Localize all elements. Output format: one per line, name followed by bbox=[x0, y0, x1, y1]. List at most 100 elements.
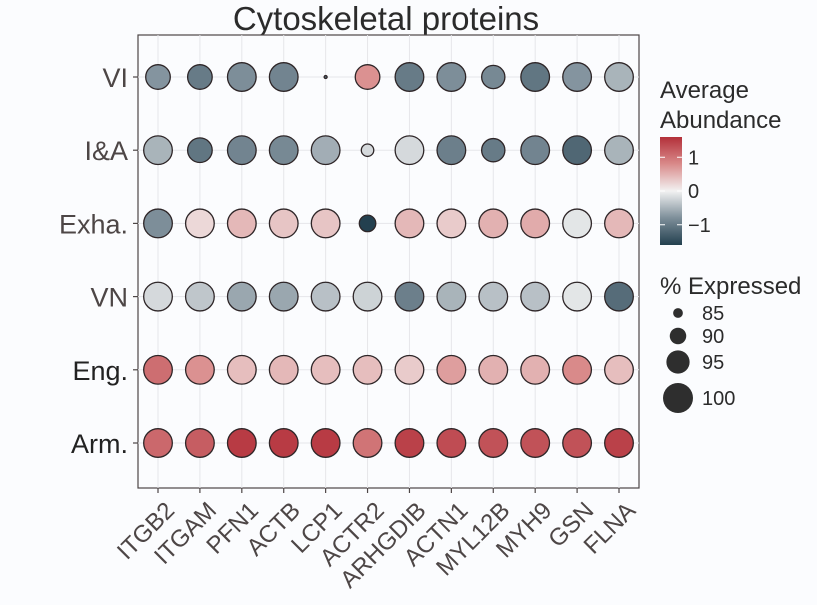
dot bbox=[520, 62, 551, 92]
dot bbox=[604, 428, 634, 458]
colorbar-tick-label: −1 bbox=[688, 215, 711, 237]
dot bbox=[480, 137, 506, 163]
dot bbox=[562, 354, 593, 385]
y-axis: VI I&A Exha. VN Eng. Arm. bbox=[59, 63, 138, 459]
size-legend-key bbox=[663, 383, 693, 413]
dot bbox=[143, 281, 173, 312]
dot bbox=[268, 354, 299, 385]
dot bbox=[310, 135, 341, 166]
color-legend: Average Abundance 1 0 −1 bbox=[660, 77, 781, 245]
size-legend-label: 85 bbox=[702, 303, 724, 325]
dot bbox=[436, 62, 467, 92]
dot bbox=[143, 354, 173, 385]
dot bbox=[478, 208, 509, 239]
y-tick-label: VN bbox=[90, 283, 128, 313]
y-tick-label: Exha. bbox=[59, 209, 128, 239]
dot bbox=[268, 281, 299, 312]
colorbar-ticks: 1 0 −1 bbox=[660, 147, 711, 237]
dot bbox=[520, 281, 551, 312]
dot bbox=[562, 428, 593, 458]
y-tick-label: Arm. bbox=[71, 429, 128, 459]
dot bbox=[186, 137, 213, 164]
size-legend-title: % Expressed bbox=[660, 273, 801, 300]
dot bbox=[354, 64, 381, 90]
dot bbox=[143, 135, 173, 166]
dot bbox=[352, 281, 383, 312]
y-tick-label: I&A bbox=[84, 136, 128, 166]
dot bbox=[604, 135, 634, 166]
dot bbox=[268, 135, 299, 166]
panel-border bbox=[137, 34, 640, 489]
dot bbox=[394, 135, 425, 166]
dot bbox=[226, 135, 257, 166]
dot bbox=[358, 214, 377, 233]
size-legend-label: 100 bbox=[702, 388, 735, 410]
dot bbox=[562, 62, 593, 92]
dot bbox=[143, 428, 173, 458]
dot bbox=[184, 208, 215, 239]
dot bbox=[520, 354, 551, 385]
dot bbox=[436, 281, 467, 312]
dot bbox=[226, 62, 257, 92]
dot bbox=[226, 354, 257, 385]
size-legend-key bbox=[673, 308, 683, 318]
dot bbox=[562, 208, 593, 239]
dot bbox=[323, 74, 328, 80]
dot bbox=[184, 354, 215, 385]
dot bbox=[604, 208, 634, 239]
dot bbox=[352, 428, 383, 458]
dot bbox=[145, 64, 171, 90]
dot bbox=[226, 281, 257, 312]
x-axis: ITGB2ITGAMPFN1ACTBLCP1ACTR2ARHGDIBACTN1M… bbox=[112, 488, 641, 593]
dot bbox=[520, 135, 551, 166]
dot bbox=[478, 354, 509, 385]
dot bbox=[186, 64, 213, 90]
plot-panel: VI I&A Exha. VN Eng. Arm. ITGB2ITGAMPFN1ACTBL… bbox=[59, 34, 641, 593]
dot bbox=[562, 135, 593, 166]
dot bbox=[604, 354, 634, 385]
dot bbox=[310, 281, 341, 312]
y-tick-label: Eng. bbox=[72, 356, 128, 386]
dot bbox=[310, 428, 341, 458]
dot bbox=[604, 62, 634, 92]
size-legend-label: 95 bbox=[702, 352, 724, 374]
dot bbox=[310, 354, 341, 385]
dot bbox=[436, 135, 467, 166]
size-legend-key bbox=[666, 350, 690, 374]
colorbar bbox=[660, 137, 682, 245]
color-legend-title-line1: Average bbox=[660, 77, 749, 104]
dot bbox=[352, 354, 383, 385]
size-legend-key bbox=[669, 327, 687, 345]
dot bbox=[436, 428, 467, 458]
dot bbox=[436, 354, 467, 385]
dot bbox=[394, 428, 425, 458]
dot bbox=[360, 143, 375, 158]
dot bbox=[184, 281, 215, 312]
dot bbox=[478, 281, 509, 312]
dot bbox=[226, 428, 257, 458]
dot bbox=[394, 62, 425, 92]
dot bbox=[520, 428, 551, 458]
dot bbox=[562, 281, 593, 312]
dot bbox=[604, 281, 634, 312]
chart-title: Cytoskeletal proteins bbox=[233, 0, 539, 37]
dot bbox=[268, 208, 299, 239]
colorbar-tick-label: 1 bbox=[688, 147, 699, 169]
dot bbox=[226, 208, 257, 239]
dot bbox=[480, 64, 506, 90]
dot bbox=[478, 428, 509, 458]
dot bbox=[268, 62, 299, 92]
dot bbox=[520, 208, 551, 239]
dot bbox=[184, 428, 215, 458]
colorbar-tick-label: 0 bbox=[688, 181, 699, 203]
dot bbox=[394, 208, 425, 239]
y-tick-label: VI bbox=[102, 63, 128, 93]
color-legend-title-line2: Abundance bbox=[660, 107, 781, 134]
dot bbox=[394, 281, 425, 312]
gridlines bbox=[138, 35, 639, 488]
dot bbox=[436, 208, 467, 239]
dots bbox=[143, 62, 634, 458]
